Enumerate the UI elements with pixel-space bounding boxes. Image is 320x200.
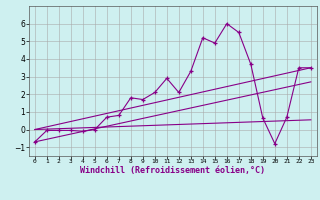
X-axis label: Windchill (Refroidissement éolien,°C): Windchill (Refroidissement éolien,°C) xyxy=(80,166,265,175)
